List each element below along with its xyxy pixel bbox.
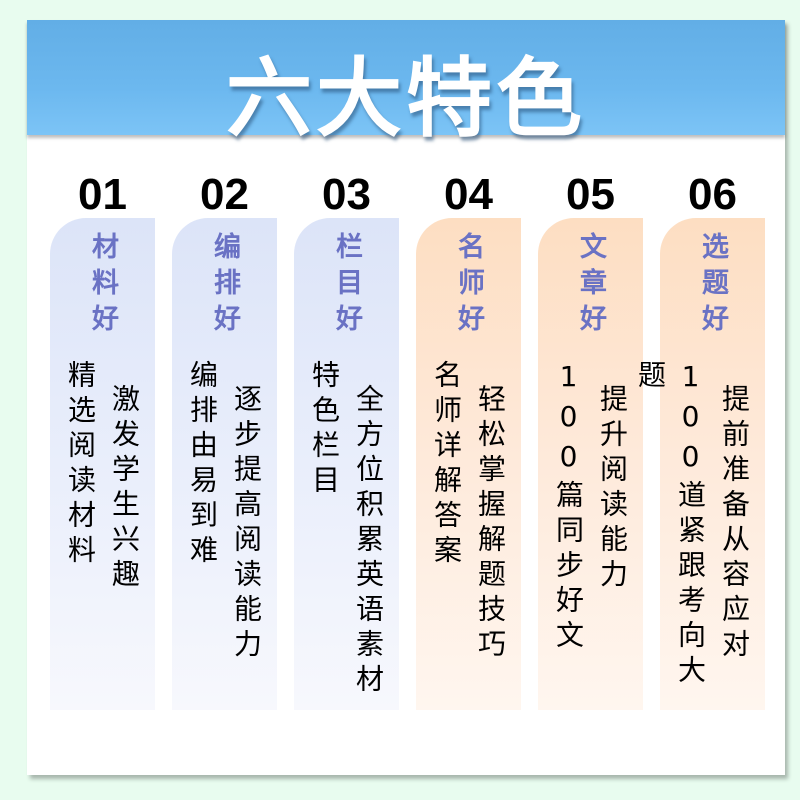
feature-description-primary: 100篇同步好文: [552, 360, 585, 655]
feature-column: 选题好 100道紧跟考向大题 提前准备从容应对: [634, 218, 765, 710]
feature-number: 05: [566, 170, 615, 219]
feature-title: 文章好: [575, 232, 606, 340]
feature-column: 材料好精选阅读材料 激发学生兴趣: [50, 218, 155, 710]
feature-description-secondary: 提前准备从容应对: [718, 384, 751, 664]
feature-description-secondary: 全方位积累英语素材: [352, 384, 385, 699]
feature-title: 材料好: [87, 232, 118, 340]
feature-description-primary: 特色栏目: [308, 360, 341, 500]
feature-description-secondary: 激发学生兴趣: [108, 384, 141, 594]
feature-description-secondary: 轻松掌握解题技巧: [474, 384, 507, 664]
feature-column: 文章好 100篇同步好文 提升阅读能力: [538, 218, 643, 710]
feature-description-secondary: 逐步提高阅读能力: [230, 384, 263, 664]
feature-title: 选题好: [697, 232, 728, 340]
feature-number: 06: [688, 170, 737, 219]
feature-number: 04: [444, 170, 493, 219]
feature-description-primary: 精选阅读材料: [64, 360, 97, 570]
feature-number: 01: [78, 170, 127, 219]
feature-column: 编排好编排由易到难 逐步提高阅读能力: [172, 218, 277, 710]
feature-column: 名师好名师详解答案 轻松掌握解题技巧: [416, 218, 521, 710]
feature-description-primary: 名师详解答案: [430, 360, 463, 570]
features-card: 六大特色 01 材料好 精选阅读材料 激发学生兴趣 02 编排好 编排由易到难 逐步提高阅读能…: [27, 20, 785, 775]
feature-description-primary: 编排由易到难: [186, 360, 219, 570]
feature-column: 栏目好特色栏目 全方位积累英语素材: [294, 218, 399, 710]
feature-description-secondary: 提升阅读能力: [596, 384, 629, 594]
feature-number: 03: [322, 170, 371, 219]
header-banner: 六大特色: [27, 20, 785, 149]
page-title: 六大特色: [226, 49, 586, 149]
feature-title: 名师好: [453, 232, 484, 340]
feature-number: 02: [200, 170, 249, 219]
feature-title: 编排好: [209, 232, 240, 340]
feature-description-primary: 100道紧跟考向大题: [634, 360, 707, 690]
feature-title: 栏目好: [331, 232, 362, 340]
